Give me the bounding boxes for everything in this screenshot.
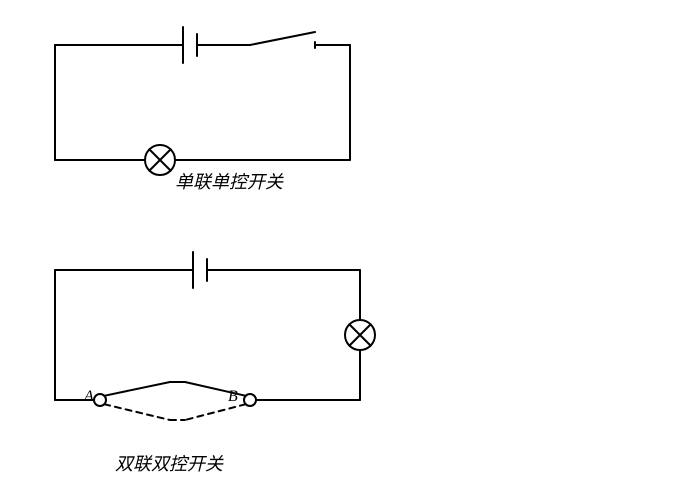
switch-a-label: A	[84, 388, 94, 406]
switch-b-label: B	[228, 388, 238, 406]
circuit-two-way-switch	[55, 252, 375, 420]
caption-single-switch: 单联单控开关	[175, 168, 283, 194]
circuit-single-switch	[55, 27, 350, 175]
caption-two-way-switch: 双联双控开关	[115, 450, 223, 476]
circuit-diagrams	[0, 0, 673, 500]
